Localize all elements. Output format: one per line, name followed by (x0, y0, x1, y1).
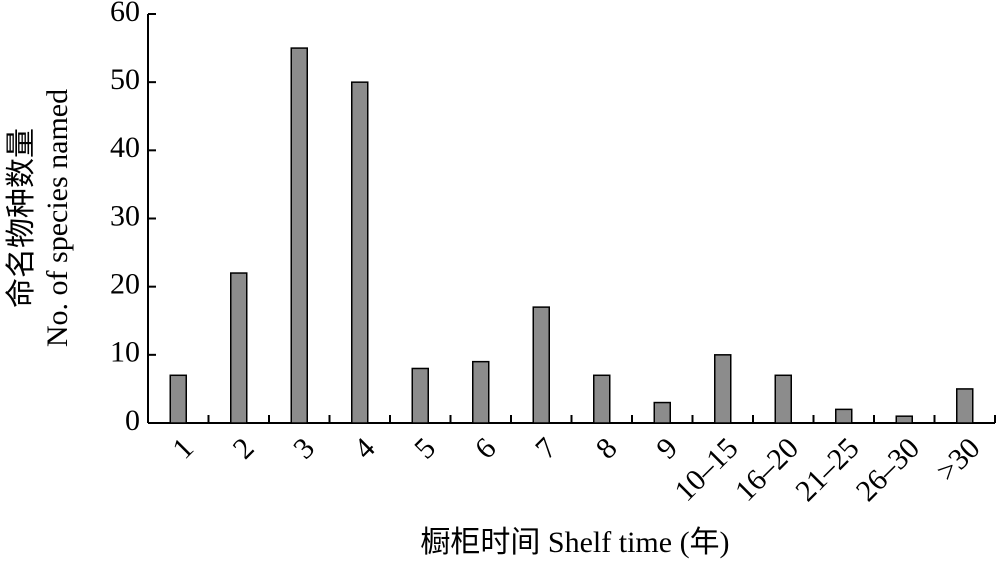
x-tick-label: 16–20 (729, 431, 805, 507)
bar (290, 47, 308, 424)
x-tick-label: 3 (287, 431, 321, 465)
x-tick-label: 6 (469, 431, 503, 465)
y-axis-label: 命名物种数量 (5, 128, 38, 308)
x-tick-label: 26–30 (850, 431, 926, 507)
x-tick-label: 8 (590, 431, 624, 465)
y-tick-label: 0 (125, 404, 140, 437)
y-tick-label: 10 (110, 336, 140, 369)
y-tick-label: 20 (110, 268, 140, 301)
x-tick-label: 4 (348, 431, 382, 465)
x-tick-label: 21–25 (789, 431, 865, 507)
bar (714, 354, 732, 424)
y-axis-label: No. of species named (41, 89, 74, 347)
bar (532, 306, 550, 424)
x-tick-label: 1 (166, 431, 200, 465)
bar (653, 401, 671, 424)
bar (230, 272, 248, 424)
x-tick-label: 2 (227, 431, 261, 465)
bar (956, 388, 974, 424)
bar (411, 367, 429, 424)
bar (593, 374, 611, 424)
y-tick-label: 60 (110, 0, 140, 28)
x-axis-label: 橱柜时间 Shelf time (年) (420, 526, 729, 559)
y-tick-label: 30 (110, 199, 140, 232)
y-tick-label: 50 (110, 63, 140, 96)
bar (472, 360, 490, 424)
bar (774, 374, 792, 424)
bar (895, 415, 913, 424)
y-tick-label: 40 (110, 131, 140, 164)
x-tick-label: 10–15 (668, 431, 744, 507)
x-tick-label: 5 (408, 431, 442, 465)
x-tick-label: >30 (930, 431, 987, 488)
x-tick-label: 9 (650, 431, 684, 465)
x-tick-label: 7 (529, 431, 563, 465)
bar (351, 81, 369, 424)
bar (169, 374, 187, 424)
bar (835, 408, 853, 424)
